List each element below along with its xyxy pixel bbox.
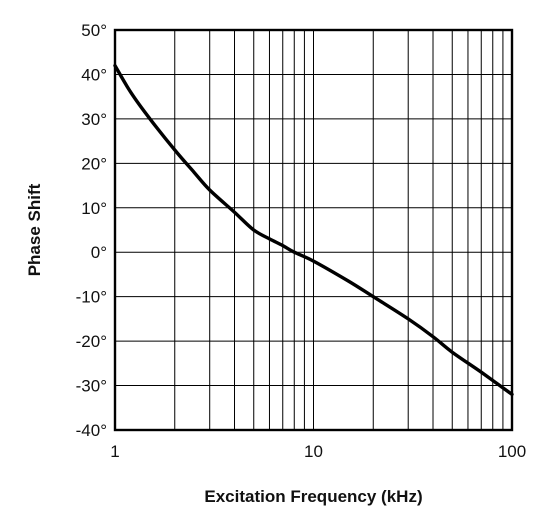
y-tick-label: 20° (81, 154, 107, 173)
x-tick-label: 1 (110, 442, 119, 461)
y-tick-label: -20° (76, 332, 107, 351)
phase-shift-line (113, 63, 514, 397)
x-tick-label: 100 (498, 442, 526, 461)
plot-frame (113, 28, 514, 432)
y-axis-title: Phase Shift (25, 183, 44, 276)
y-tick-label: -40° (76, 421, 107, 440)
grid (115, 30, 512, 430)
y-tick-label: 50° (81, 21, 107, 40)
series (113, 63, 514, 397)
y-tick-label: 10° (81, 199, 107, 218)
tick-labels: 50° 40° 30° 20° 10° 0° -10° -20° -30° -40°1 10 100 (76, 21, 527, 461)
x-tick-label: 10 (304, 442, 323, 461)
y-tick-label: 0° (91, 243, 107, 262)
y-tick-label: -10° (76, 288, 107, 307)
y-tick-label: 30° (81, 110, 107, 129)
x-axis-title: Excitation Frequency (kHz) (204, 487, 422, 506)
y-tick-label: 40° (81, 65, 107, 84)
y-tick-label: -30° (76, 377, 107, 396)
